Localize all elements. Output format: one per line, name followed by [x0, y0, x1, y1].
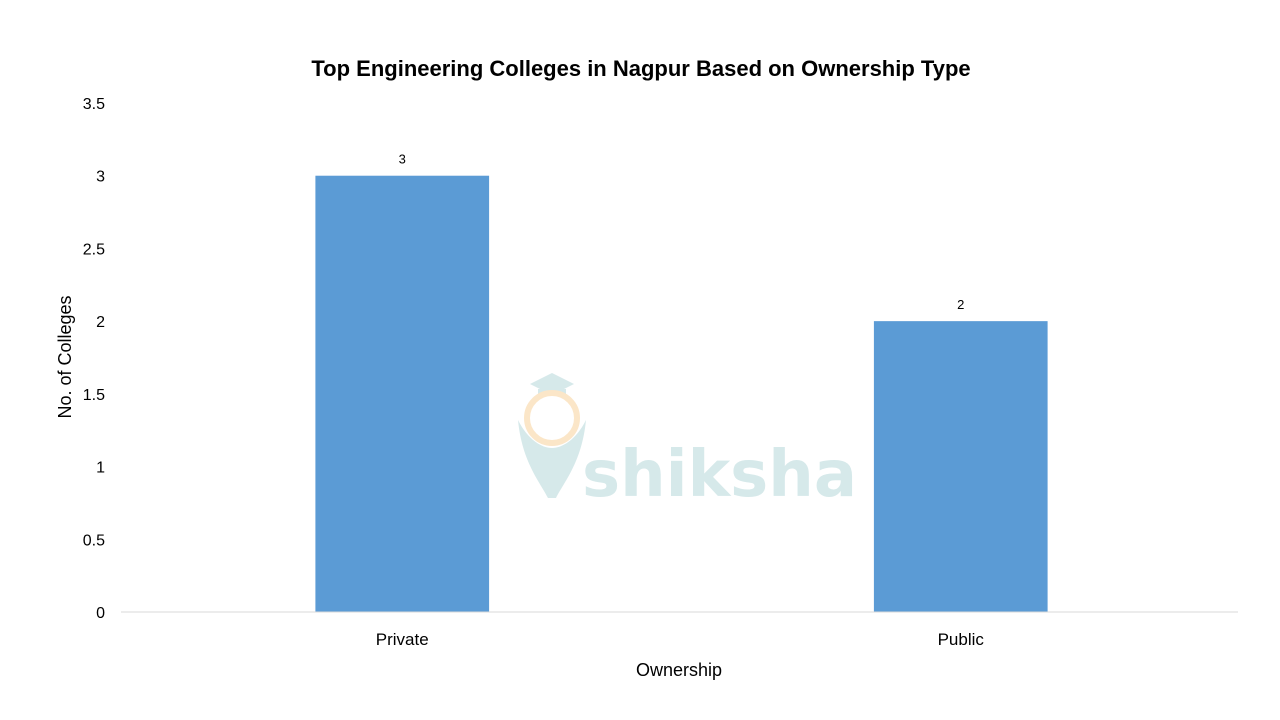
y-tick-label: 0: [96, 605, 105, 622]
x-tick-label-public: Public: [938, 630, 985, 649]
bars: [315, 175, 1048, 612]
logo-pen-icon: [518, 420, 586, 498]
watermark-text: shiksha: [582, 438, 857, 512]
data-label-public: 2: [957, 297, 964, 312]
y-tick-label: 3: [96, 169, 105, 186]
y-tick-label: 3.5: [83, 96, 105, 113]
y-tick-label: 0.5: [83, 532, 105, 549]
y-tick-label: 2.5: [83, 241, 105, 258]
y-axis-ticks: 0 0.5 1 1.5 2 2.5 3 3.5: [83, 96, 105, 622]
y-tick-label: 2: [96, 314, 105, 331]
data-label-private: 3: [399, 152, 406, 167]
y-tick-label: 1: [96, 460, 105, 477]
logo-head-icon: [524, 390, 580, 446]
chart-title: Top Engineering Colleges in Nagpur Based…: [311, 56, 970, 81]
bar-public: [873, 321, 1048, 612]
bar-private: [315, 175, 490, 612]
y-tick-label: 1.5: [83, 387, 105, 404]
y-axis-title: No. of Colleges: [55, 295, 75, 418]
x-axis-ticks: Private Public: [376, 630, 985, 649]
data-labels: 32: [399, 152, 965, 312]
x-tick-label-private: Private: [376, 630, 429, 649]
x-axis-title: Ownership: [636, 660, 722, 680]
shiksha-watermark: shiksha: [518, 373, 857, 512]
